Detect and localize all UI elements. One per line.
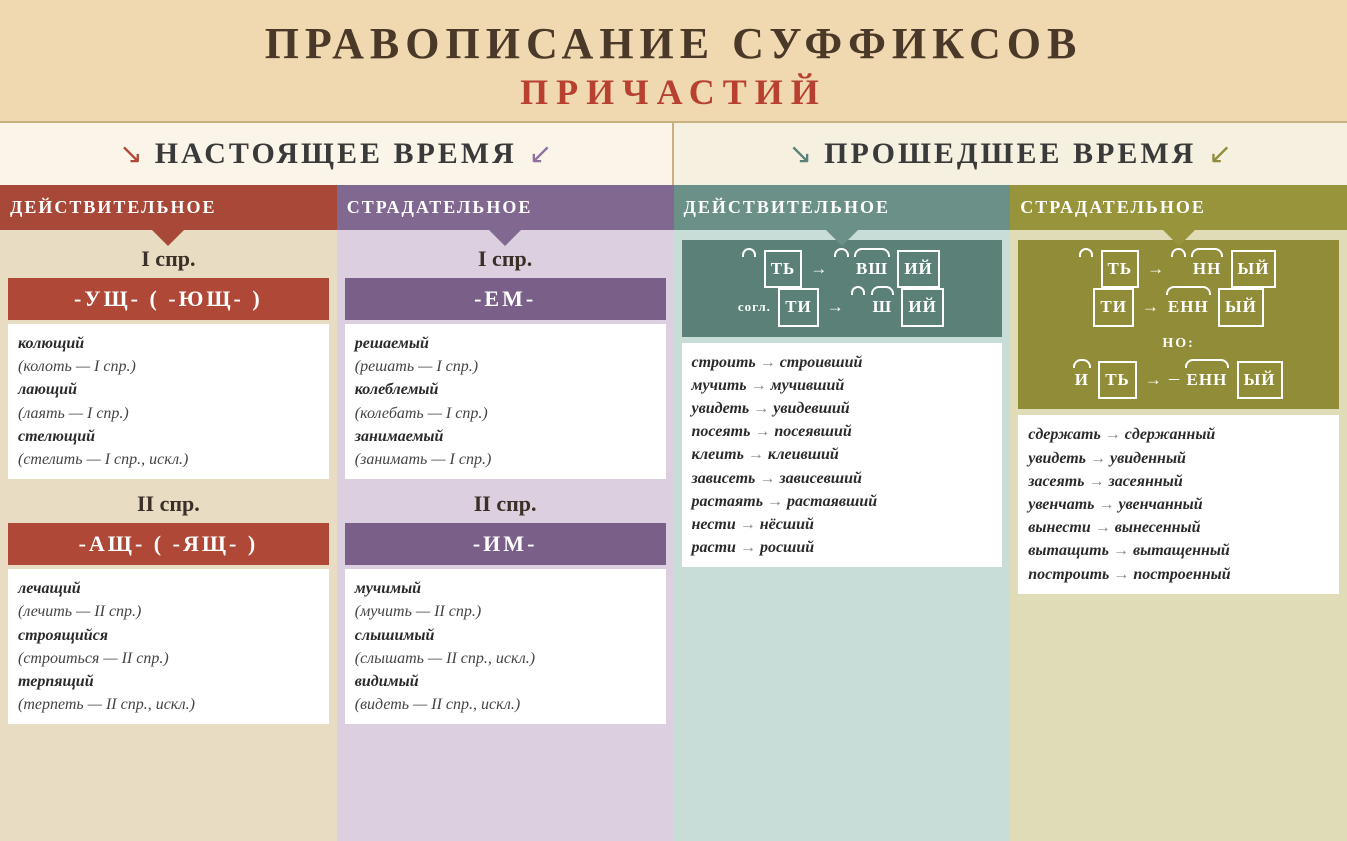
conj-label: II спр.: [345, 485, 666, 523]
example-box: лечащий(лечить — II спр.)строящийся(стро…: [8, 569, 329, 724]
morph-rules: ТЬ→ ВШ ИЙ согл. ТИ→ Ш ИЙ: [682, 240, 1003, 337]
example-box: сдержать→сдержанныйувидеть→увиденныйзасе…: [1018, 415, 1339, 593]
col-past-passive: СТРАДАТЕЛЬНОЕ ТЬ→ НН ЫЙ ТИ→ЕНН ЫЙ НО: И …: [1010, 185, 1347, 841]
arrow-down-left-icon: ↙: [1208, 137, 1231, 171]
col-header: ДЕЙСТВИТЕЛЬНОЕ: [674, 185, 1011, 230]
columns: ДЕЙСТВИТЕЛЬНОЕ I спр. -УЩ- ( -ЮЩ- ) колю…: [0, 185, 1347, 841]
suffix-bar: -ИМ-: [345, 523, 666, 565]
tense-row: ↘ НАСТОЯЩЕЕ ВРЕМЯ ↙ ↘ ПРОШЕДШЕЕ ВРЕМЯ ↙: [0, 123, 1347, 185]
subtitle: ПРИЧАСТИЙ: [0, 71, 1347, 113]
tense-present-label: НАСТОЯЩЕЕ ВРЕМЯ: [155, 137, 517, 171]
tense-past-label: ПРОШЕДШЕЕ ВРЕМЯ: [824, 137, 1196, 171]
col-header: СТРАДАТЕЛЬНОЕ: [337, 185, 674, 230]
col-header: СТРАДАТЕЛЬНОЕ: [1010, 185, 1347, 230]
suffix-bar: -ЕМ-: [345, 278, 666, 320]
col-present-active: ДЕЙСТВИТЕЛЬНОЕ I спр. -УЩ- ( -ЮЩ- ) колю…: [0, 185, 337, 841]
arrow-down-right-icon: ↘: [789, 137, 812, 171]
conj-label: II спр.: [8, 485, 329, 523]
example-box: строить→строившиймучить→мучившийувидеть→…: [682, 343, 1003, 568]
but-label: НО:: [1026, 331, 1331, 358]
main-title: ПРАВОПИСАНИЕ СУФФИКСОВ: [0, 18, 1347, 69]
example-box: колющий(колоть — I спр.)лающий(лаять — I…: [8, 324, 329, 479]
morph-rules: ТЬ→ НН ЫЙ ТИ→ЕНН ЫЙ НО: И ТЬ→ ЕНН ЫЙ: [1018, 240, 1339, 409]
tense-past: ↘ ПРОШЕДШЕЕ ВРЕМЯ ↙: [674, 123, 1347, 185]
suffix-bar: -УЩ- ( -ЮЩ- ): [8, 278, 329, 320]
arrow-down-left-icon: ↙: [529, 137, 552, 171]
arrow-down-right-icon: ↘: [119, 137, 142, 171]
col-past-active: ДЕЙСТВИТЕЛЬНОЕ ТЬ→ ВШ ИЙ согл. ТИ→ Ш ИЙ …: [674, 185, 1011, 841]
col-present-passive: СТРАДАТЕЛЬНОЕ I спр. -ЕМ- решаемый(решат…: [337, 185, 674, 841]
col-header: ДЕЙСТВИТЕЛЬНОЕ: [0, 185, 337, 230]
example-box: решаемый(решать — I спр.)колеблемый(коле…: [345, 324, 666, 479]
title-block: ПРАВОПИСАНИЕ СУФФИКСОВ ПРИЧАСТИЙ: [0, 0, 1347, 123]
suffix-bar: -АЩ- ( -ЯЩ- ): [8, 523, 329, 565]
example-box: мучимый(мучить — II спр.)слышимый(слышат…: [345, 569, 666, 724]
poster: ПРАВОПИСАНИЕ СУФФИКСОВ ПРИЧАСТИЙ ↘ НАСТО…: [0, 0, 1347, 841]
tense-present: ↘ НАСТОЯЩЕЕ ВРЕМЯ ↙: [0, 123, 674, 185]
